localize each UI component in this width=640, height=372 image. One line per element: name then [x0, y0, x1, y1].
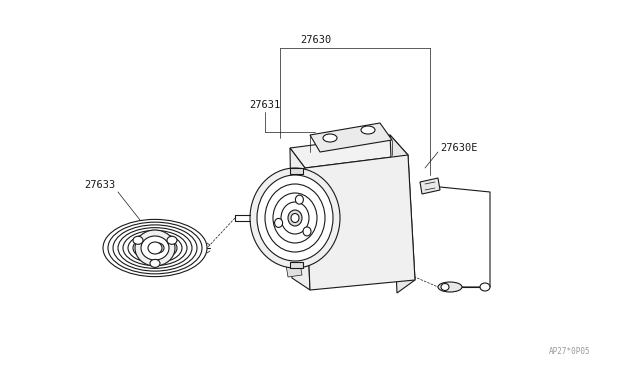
Ellipse shape — [288, 210, 302, 226]
Ellipse shape — [150, 259, 160, 267]
Polygon shape — [390, 135, 415, 293]
Polygon shape — [290, 148, 310, 290]
Ellipse shape — [438, 282, 462, 292]
Ellipse shape — [273, 193, 317, 243]
Polygon shape — [290, 168, 303, 174]
Ellipse shape — [133, 236, 143, 244]
Polygon shape — [310, 123, 392, 152]
Text: 27633: 27633 — [84, 180, 116, 190]
Ellipse shape — [265, 184, 325, 252]
Ellipse shape — [275, 218, 283, 227]
Ellipse shape — [103, 219, 207, 277]
Ellipse shape — [441, 283, 449, 291]
Ellipse shape — [148, 242, 162, 254]
Text: 27630E: 27630E — [440, 143, 477, 153]
Ellipse shape — [257, 175, 333, 261]
Polygon shape — [286, 209, 302, 223]
Text: AP27*0P05: AP27*0P05 — [549, 347, 591, 356]
Text: 27630: 27630 — [300, 35, 332, 45]
Ellipse shape — [281, 202, 309, 234]
Ellipse shape — [480, 283, 490, 291]
Polygon shape — [286, 227, 302, 241]
Polygon shape — [286, 173, 302, 187]
Polygon shape — [286, 263, 302, 277]
Ellipse shape — [141, 236, 169, 260]
Polygon shape — [290, 135, 408, 168]
Ellipse shape — [135, 230, 175, 266]
Polygon shape — [286, 191, 302, 205]
Ellipse shape — [250, 168, 340, 268]
Ellipse shape — [296, 195, 303, 204]
Polygon shape — [305, 155, 415, 290]
Polygon shape — [286, 245, 302, 259]
Ellipse shape — [303, 227, 311, 236]
Text: 27631: 27631 — [250, 100, 280, 110]
Ellipse shape — [323, 134, 337, 142]
Polygon shape — [290, 262, 303, 268]
Ellipse shape — [291, 214, 299, 222]
Ellipse shape — [167, 236, 177, 244]
Polygon shape — [420, 178, 440, 194]
Ellipse shape — [361, 126, 375, 134]
